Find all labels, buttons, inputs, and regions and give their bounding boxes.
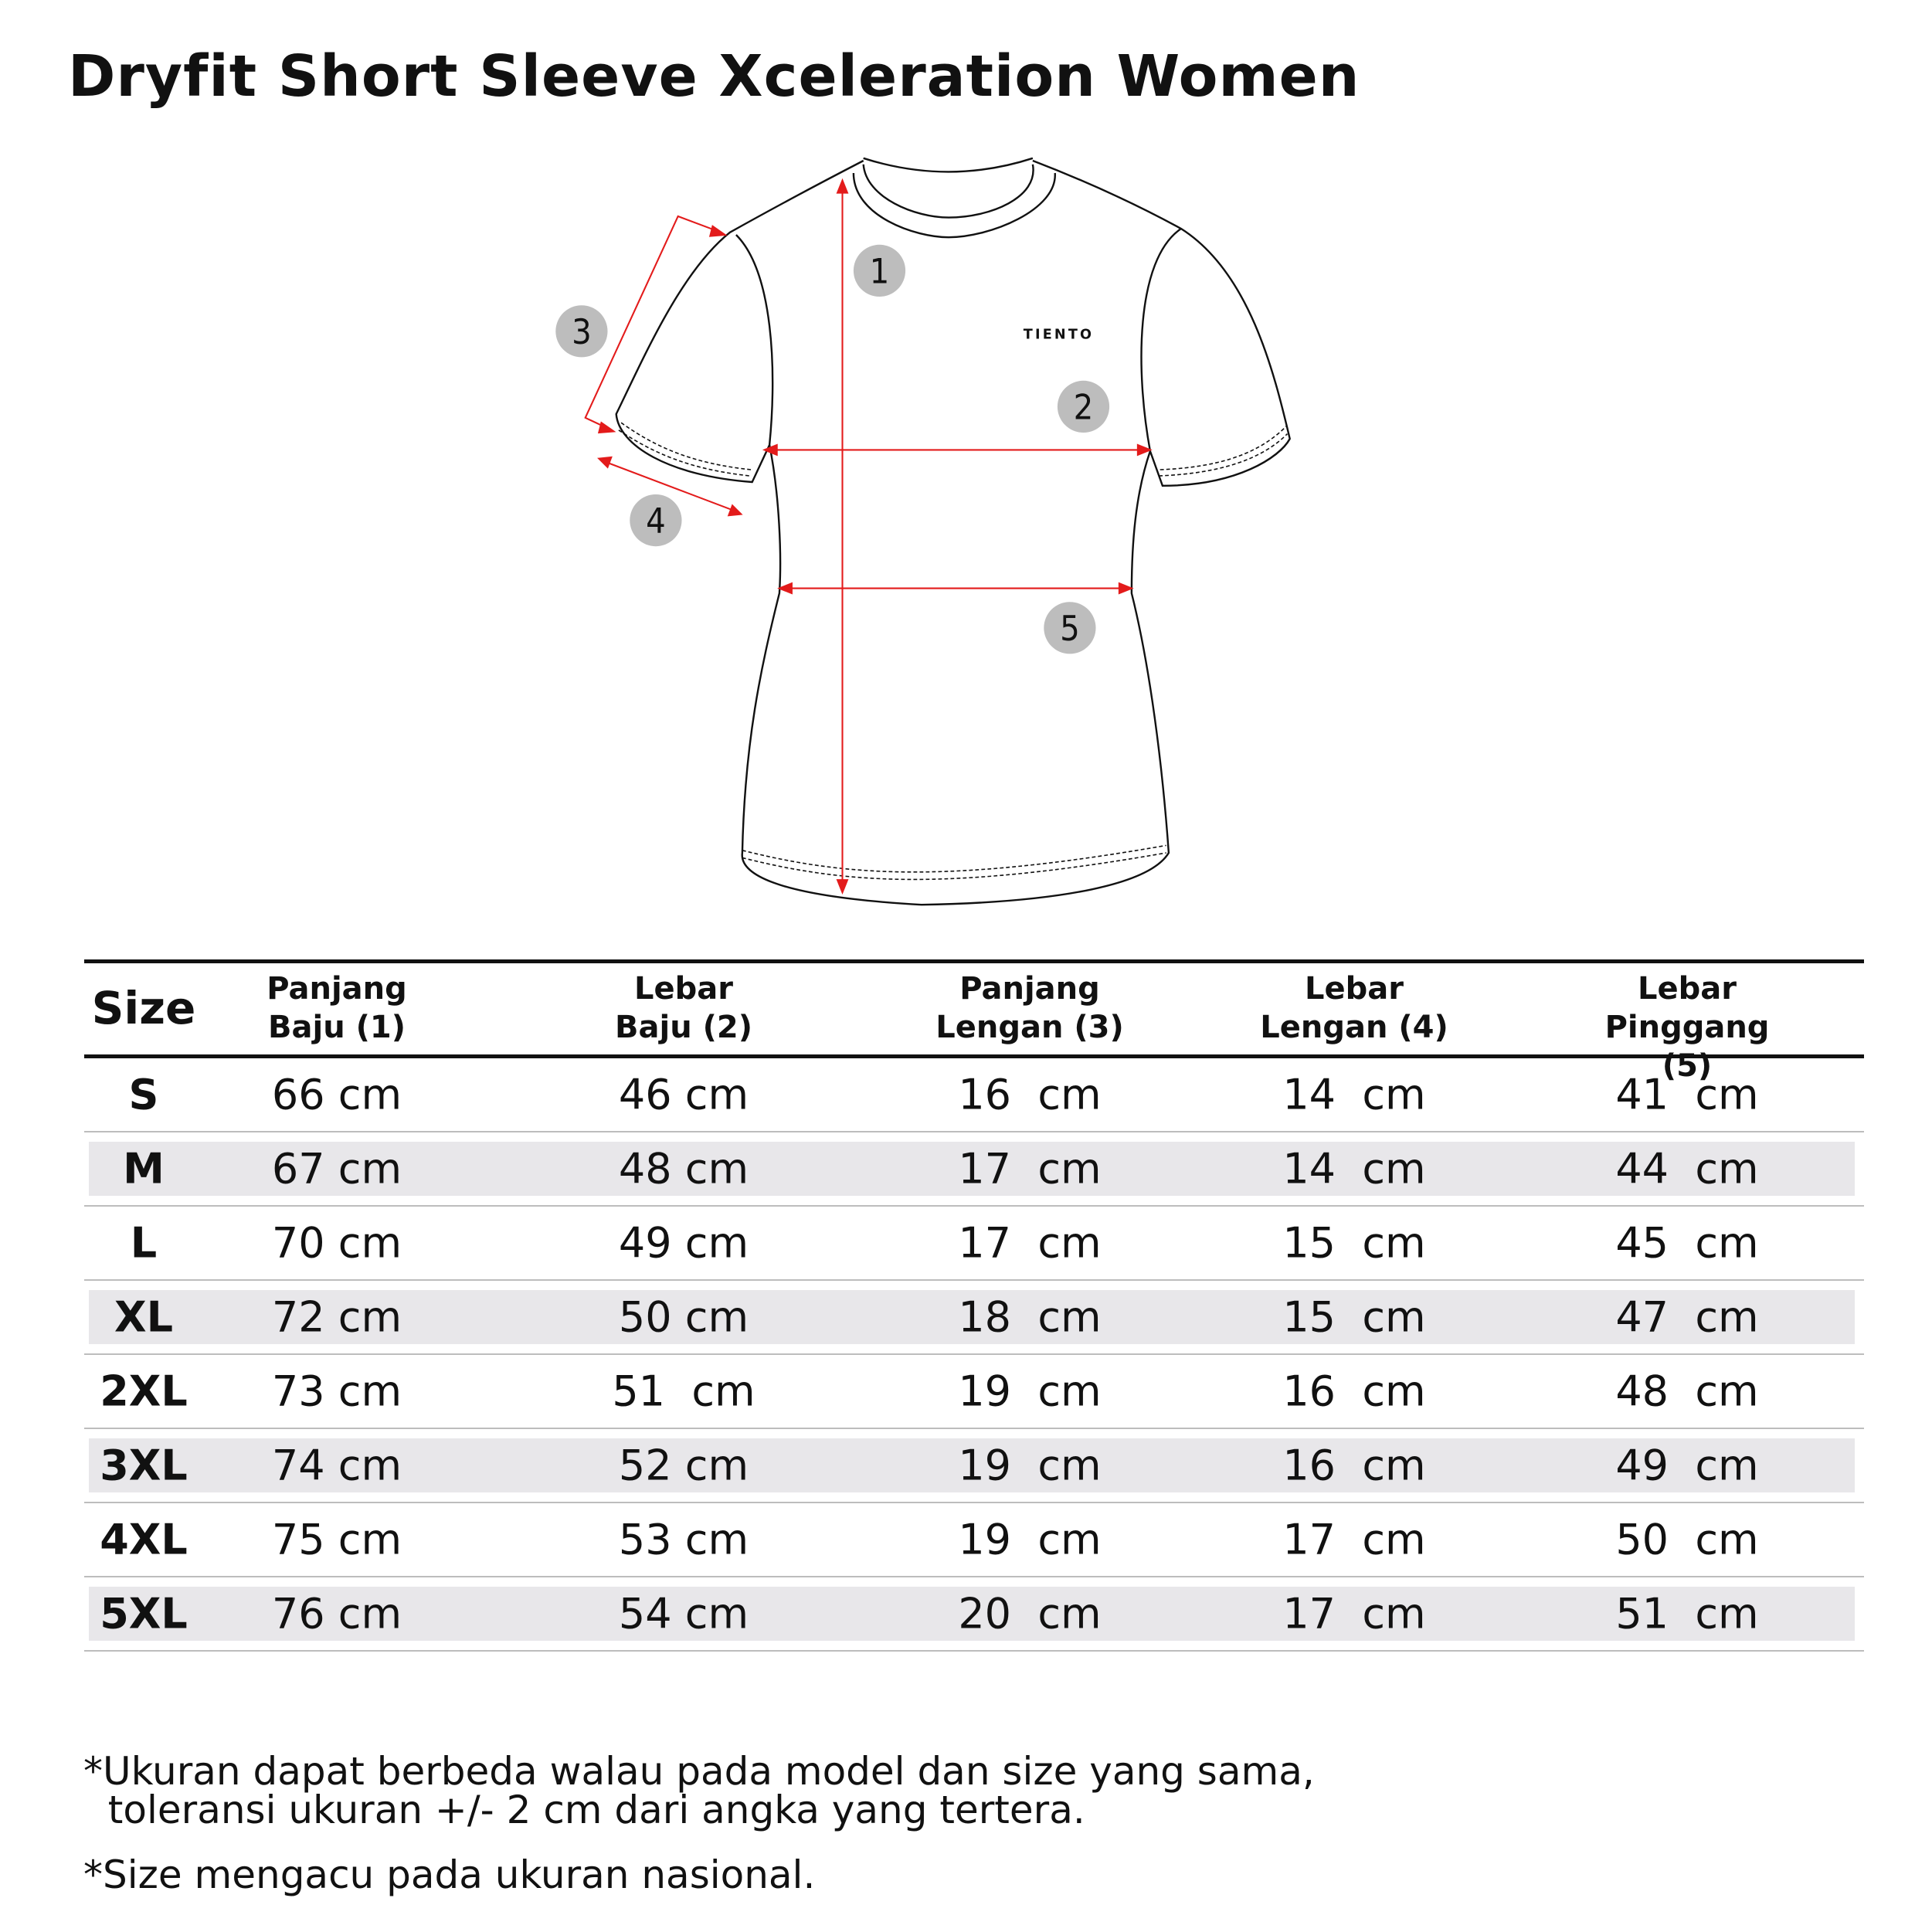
measurement-cell: 20 cm [958,1589,1102,1638]
table-row: 3XL 74 cm 52 cm 19 cm 16 cm 49 cm [84,1429,1864,1503]
shirt-diagram: TIENTO 1 2 3 4 5 [555,157,1291,906]
brand-logo: TIENTO [1024,327,1094,342]
marker-3-label: 3 [572,311,592,352]
measurement-cell: 47 cm [1615,1292,1759,1342]
marker-2 [1057,380,1110,433]
measurement-cell: 51 cm [1615,1589,1759,1638]
size-cell: 5XL [100,1589,188,1638]
header-panjang-baju: Panjang Baju (1) [267,971,407,1045]
measurement-cell: 66 cm [271,1070,402,1119]
marker-5 [1044,602,1096,654]
measurement-cell: 52 cm [618,1441,749,1490]
measurement-cell: 19 cm [958,1367,1102,1416]
table-row: 4XL 75 cm 53 cm 19 cm 17 cm 50 cm [84,1503,1864,1577]
size-cell: L [130,1218,158,1268]
measurement-cell: 15 cm [1282,1292,1426,1342]
table-row: 5XL 76 cm 54 cm 20 cm 17 cm 51 cm [84,1577,1864,1652]
measurement-cell: 48 cm [1615,1367,1759,1416]
measure-lines [584,178,1153,895]
measurement-cell: 14 cm [1282,1070,1426,1119]
size-cell: 2XL [100,1367,188,1416]
measurement-cell: 53 cm [618,1515,749,1564]
measurement-cell: 17 cm [1282,1515,1426,1564]
measurement-cell: 73 cm [271,1367,402,1416]
measurement-cell: 16 cm [1282,1441,1426,1490]
size-table: Size Panjang Baju (1) Lebar Baju (2) Pan… [84,959,1864,1652]
table-row: L 70 cm 49 cm 17 cm 15 cm 45 cm [84,1207,1864,1281]
measurement-cell: 14 cm [1282,1144,1426,1193]
marker-3 [555,305,608,358]
marker-1-label: 1 [870,250,890,291]
marker-2-label: 2 [1074,386,1094,427]
measurement-cell: 18 cm [958,1292,1102,1342]
measurement-cell: 44 cm [1615,1144,1759,1193]
measurement-cell: 15 cm [1282,1218,1426,1268]
table-row: S 66 cm 46 cm 16 cm 14 cm 41 cm [84,1058,1864,1132]
measurement-cell: 70 cm [271,1218,402,1268]
page-title: Dryfit Short Sleeve Xceleration Women [68,43,1360,110]
marker-1 [853,244,906,297]
measurement-cell: 45 cm [1615,1218,1759,1268]
measurement-cell: 41 cm [1615,1070,1759,1119]
table-row: 2XL 73 cm 51 cm 19 cm 16 cm 48 cm [84,1355,1864,1429]
measurement-cell: 16 cm [958,1070,1102,1119]
header-lebar-lengan: Lebar Lengan (4) [1260,971,1448,1045]
table-header: Size Panjang Baju (1) Lebar Baju (2) Pan… [84,959,1864,1084]
measurement-cell: 76 cm [271,1589,402,1638]
header-size: Size [91,982,196,1034]
measurement-cell: 74 cm [271,1441,402,1490]
marker-4-label: 4 [646,501,666,542]
size-cell: 3XL [100,1441,188,1490]
measurement-cell: 54 cm [618,1589,749,1638]
table-row: M 67 cm 48 cm 17 cm 14 cm 44 cm [84,1132,1864,1207]
size-cell: 4XL [100,1515,188,1564]
measurement-cell: 17 cm [958,1218,1102,1268]
measurement-cell: 67 cm [271,1144,402,1193]
measurement-cell: 48 cm [618,1144,749,1193]
size-cell: XL [114,1292,174,1342]
table-row: XL 72 cm 50 cm 18 cm 15 cm 47 cm [84,1281,1864,1355]
note-national-size: *Size mengacu pada ukuran nasional. [83,1852,816,1897]
header-lebar-baju: Lebar Baju (2) [615,971,752,1045]
measurement-cell: 16 cm [1282,1367,1426,1416]
marker-5-label: 5 [1060,608,1080,649]
size-cell: S [128,1070,159,1119]
shirt-outline [615,157,1291,906]
measurement-cell: 51 cm [612,1367,755,1416]
header-panjang-lengan: Panjang Lengan (3) [935,971,1124,1045]
measurement-cell: 49 cm [1615,1441,1759,1490]
measurement-cell: 49 cm [618,1218,749,1268]
measurement-cell: 19 cm [958,1441,1102,1490]
measurement-cell: 50 cm [618,1292,749,1342]
measurement-cell: 19 cm [958,1515,1102,1564]
measurement-cell: 75 cm [271,1515,402,1564]
note-tolerance: *Ukuran dapat berbeda walau pada model d… [83,1749,1315,1832]
measurement-cell: 46 cm [618,1070,749,1119]
measurement-cell: 17 cm [1282,1589,1426,1638]
measurement-cell: 17 cm [958,1144,1102,1193]
header-lebar-pinggang: Lebar Pinggang (5) [1604,971,1770,1084]
measurement-cell: 72 cm [271,1292,402,1342]
size-cell: M [123,1144,165,1193]
marker-4 [630,494,682,547]
measurement-cell: 50 cm [1615,1515,1759,1564]
